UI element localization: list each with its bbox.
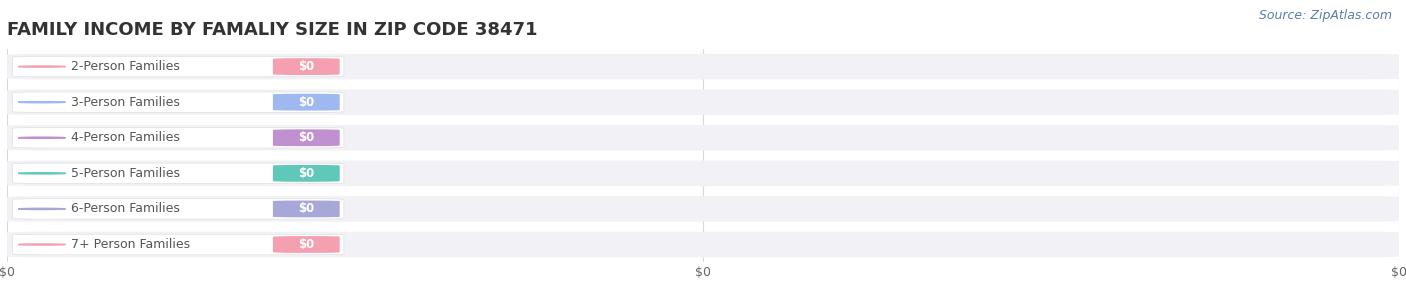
FancyBboxPatch shape	[7, 125, 1399, 151]
Circle shape	[18, 173, 66, 174]
FancyBboxPatch shape	[7, 232, 1399, 257]
FancyBboxPatch shape	[13, 92, 344, 113]
Text: 3-Person Families: 3-Person Families	[72, 96, 180, 109]
FancyBboxPatch shape	[273, 165, 340, 182]
Text: $0: $0	[298, 131, 315, 144]
Circle shape	[18, 137, 66, 138]
FancyBboxPatch shape	[13, 234, 344, 255]
Text: 2-Person Families: 2-Person Families	[72, 60, 180, 73]
Circle shape	[18, 244, 66, 245]
FancyBboxPatch shape	[13, 199, 344, 219]
FancyBboxPatch shape	[273, 58, 340, 75]
FancyBboxPatch shape	[7, 54, 1399, 79]
FancyBboxPatch shape	[13, 127, 344, 148]
Text: $0: $0	[298, 60, 315, 73]
Circle shape	[18, 66, 66, 67]
Text: $0: $0	[298, 96, 315, 109]
Text: 5-Person Families: 5-Person Families	[72, 167, 180, 180]
Text: 6-Person Families: 6-Person Families	[72, 203, 180, 215]
FancyBboxPatch shape	[7, 160, 1399, 186]
Text: 4-Person Families: 4-Person Families	[72, 131, 180, 144]
Text: FAMILY INCOME BY FAMALIY SIZE IN ZIP CODE 38471: FAMILY INCOME BY FAMALIY SIZE IN ZIP COD…	[7, 21, 537, 39]
Text: Source: ZipAtlas.com: Source: ZipAtlas.com	[1258, 9, 1392, 22]
Circle shape	[18, 208, 66, 210]
FancyBboxPatch shape	[273, 236, 340, 253]
FancyBboxPatch shape	[273, 129, 340, 146]
FancyBboxPatch shape	[7, 89, 1399, 115]
Text: $0: $0	[298, 167, 315, 180]
Text: $0: $0	[298, 203, 315, 215]
Circle shape	[18, 102, 66, 103]
Text: $0: $0	[298, 238, 315, 251]
FancyBboxPatch shape	[273, 94, 340, 111]
FancyBboxPatch shape	[273, 200, 340, 217]
Text: 7+ Person Families: 7+ Person Families	[72, 238, 190, 251]
FancyBboxPatch shape	[7, 196, 1399, 222]
FancyBboxPatch shape	[13, 163, 344, 184]
FancyBboxPatch shape	[13, 56, 344, 77]
